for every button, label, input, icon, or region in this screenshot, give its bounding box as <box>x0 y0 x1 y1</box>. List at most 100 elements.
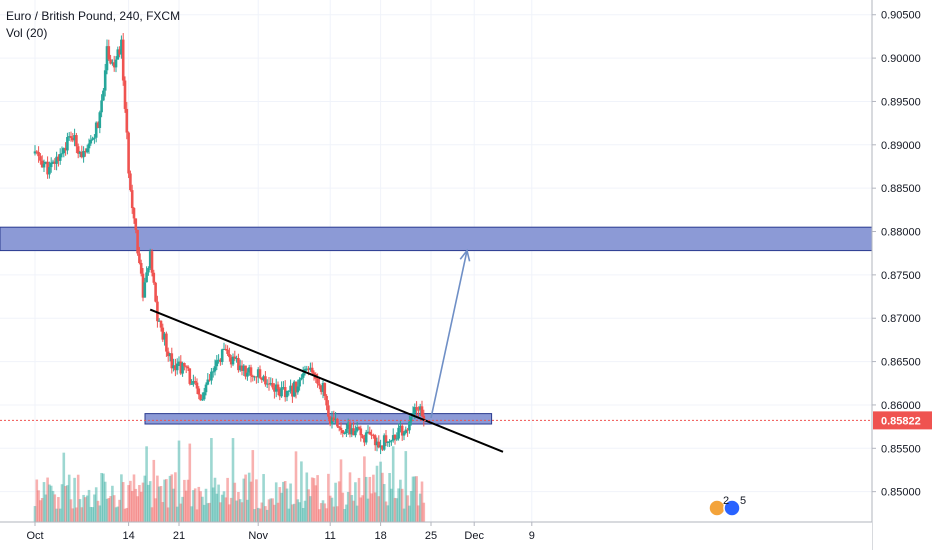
volume-bar <box>228 504 231 522</box>
projection-arrow-head[interactable] <box>459 248 471 262</box>
candlesticks <box>33 33 426 455</box>
volume-bar <box>199 491 202 522</box>
volume-bar <box>334 482 337 522</box>
volume-bar <box>294 451 298 522</box>
volume-bar <box>325 508 328 522</box>
candle-body <box>375 441 379 446</box>
volume-bar <box>381 472 384 522</box>
volume-bar <box>107 498 111 522</box>
volume-bar <box>157 486 161 522</box>
candle-body <box>278 388 282 397</box>
candle-body <box>386 441 390 443</box>
event-count-5: 5 <box>740 495 746 507</box>
resistance-zone[interactable] <box>0 226 873 252</box>
volume-bar <box>80 507 84 522</box>
volume-bar <box>318 509 321 522</box>
candle-body <box>406 429 409 431</box>
volume-bar <box>327 473 330 522</box>
candle-body <box>359 428 363 436</box>
candle-body <box>174 365 177 371</box>
volume-bar <box>346 491 350 522</box>
volume-bar <box>235 500 238 522</box>
volume-bar <box>219 502 222 522</box>
candle-body <box>265 383 269 385</box>
volume-bars <box>33 438 426 522</box>
candle-body <box>179 361 183 374</box>
volume-bar <box>307 489 310 522</box>
candle-body <box>418 406 422 410</box>
event-icon-calendar[interactable] <box>723 499 741 517</box>
volume-indicator-label[interactable]: Vol (20) <box>6 26 48 40</box>
volume-bar <box>238 499 242 522</box>
volume-bar <box>201 496 204 522</box>
volume-bar <box>184 490 188 522</box>
candle-body <box>318 383 321 386</box>
volume-bar <box>40 498 44 522</box>
volume-bar <box>145 446 148 522</box>
volume-bar <box>337 481 341 522</box>
volume-bar <box>330 497 334 522</box>
price-axis[interactable]: 0.90500 0.90000 0.89500 0.89000 0.88500 0.880… <box>871 0 932 550</box>
volume-bar <box>274 482 278 522</box>
volume-bar <box>339 459 343 522</box>
candle-body <box>120 39 123 55</box>
candle-body <box>301 373 305 378</box>
candle-body <box>100 100 103 113</box>
volume-bar <box>289 483 292 522</box>
volume-bar <box>165 479 168 522</box>
volume-bar <box>267 499 271 522</box>
time-axis[interactable]: Oct 14 21 Nov 11 18 25 Dec 9 <box>0 521 872 550</box>
candle-body <box>215 360 219 367</box>
time-tick-label: 9 <box>529 530 535 542</box>
volume-bar <box>251 450 255 522</box>
volume-bar <box>404 451 408 522</box>
volume-bar <box>206 503 210 522</box>
candle-body <box>312 372 316 375</box>
volume-bar <box>190 506 193 522</box>
event-icons[interactable]: 2 5 <box>708 495 746 517</box>
volume-bar <box>363 456 366 522</box>
time-tick-label: 14 <box>122 530 134 542</box>
projection-arrow-shaft[interactable] <box>430 250 468 419</box>
volume-bar <box>166 507 170 522</box>
volume-bar <box>109 496 112 522</box>
candle-body <box>39 156 42 161</box>
candle-body <box>134 218 138 230</box>
volume-bar <box>399 479 402 522</box>
candle-body <box>49 162 53 168</box>
candle-body <box>417 409 420 411</box>
candle-body <box>84 150 87 153</box>
volume-bar <box>141 482 145 522</box>
candle-body <box>175 363 179 371</box>
support-zone[interactable] <box>144 413 493 425</box>
candle-body <box>328 416 332 425</box>
volume-bar <box>345 504 348 522</box>
current-price-tag[interactable] <box>873 411 932 430</box>
volume-bar <box>116 506 120 522</box>
volume-bar <box>384 501 388 522</box>
candle-body <box>355 427 359 431</box>
volume-bar <box>264 506 267 522</box>
candle-body <box>111 62 114 64</box>
candle-body <box>294 381 298 393</box>
volume-bar <box>332 506 336 522</box>
volume-bar <box>258 508 262 522</box>
candle-body <box>114 59 118 68</box>
volume-bar <box>233 482 237 522</box>
volume-bar <box>55 508 58 522</box>
volume-bar <box>60 484 64 522</box>
candle-body <box>132 208 136 219</box>
time-axis-background <box>0 522 872 550</box>
descending-trendline[interactable] <box>149 308 504 453</box>
price-tick-label: 0.90500 <box>881 10 921 22</box>
candle-body <box>172 365 175 369</box>
volume-bar <box>163 479 166 522</box>
candle-body <box>170 353 174 369</box>
drawing-overlays[interactable] <box>149 248 504 453</box>
candle-body <box>393 435 397 439</box>
candle-body <box>224 348 228 350</box>
volume-bar <box>127 485 130 522</box>
candle-body <box>136 229 139 254</box>
symbol-title[interactable]: Euro / British Pound, 240, FXCM <box>6 9 181 23</box>
